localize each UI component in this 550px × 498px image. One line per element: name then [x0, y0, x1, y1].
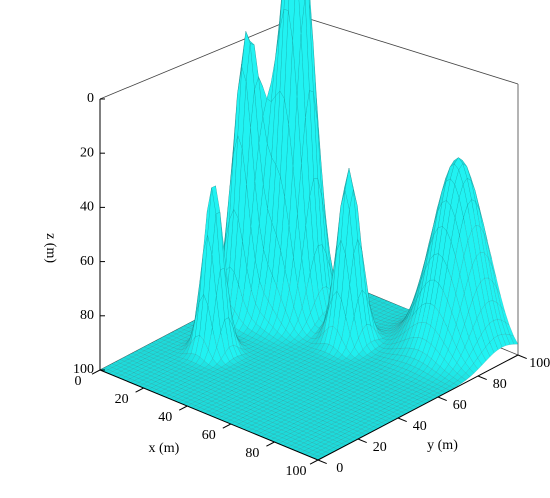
- y-tick: [517, 354, 527, 360]
- z-tick-label: 100: [73, 362, 94, 377]
- x-tick-label: 80: [245, 446, 259, 461]
- y-axis-title: y (m): [427, 438, 458, 453]
- z-tick-label: 20: [80, 145, 94, 160]
- y-tick: [397, 417, 407, 423]
- y-tick-label: 0: [336, 461, 343, 476]
- y-tick-label: 60: [453, 398, 467, 413]
- x-tick-label: 60: [202, 428, 216, 443]
- x-tick: [135, 387, 144, 393]
- y-tick: [357, 438, 367, 444]
- z-tick-label: 80: [80, 308, 94, 323]
- surface: [99, 0, 519, 461]
- x-tick-label: 20: [115, 392, 129, 407]
- y-tick: [317, 459, 327, 465]
- y-tick-label: 40: [413, 419, 427, 434]
- box-edge: [99, 15, 301, 100]
- z-tick-label: 0: [87, 91, 94, 106]
- z-tick-label: 40: [80, 200, 94, 215]
- x-axis: [99, 369, 319, 461]
- y-tick-label: 20: [373, 440, 387, 455]
- x-axis-title: x (m): [149, 441, 180, 456]
- x-tick: [266, 441, 275, 447]
- x-tick: [178, 405, 188, 411]
- z-axis-title: z (m): [43, 233, 58, 263]
- y-axis: [317, 354, 519, 461]
- x-tick: [222, 423, 232, 429]
- x-tick-label: 0: [75, 374, 82, 389]
- x-tick-label: 100: [286, 464, 307, 479]
- box-edge: [299, 15, 519, 85]
- x-tick: [309, 459, 319, 465]
- x-tick-label: 40: [158, 410, 172, 425]
- y-tick-label: 80: [493, 377, 507, 392]
- z-tick-label: 60: [80, 254, 94, 269]
- y-tick: [437, 396, 447, 402]
- x-tick: [91, 369, 101, 375]
- y-tick-label: 100: [529, 356, 550, 371]
- y-tick: [477, 375, 487, 381]
